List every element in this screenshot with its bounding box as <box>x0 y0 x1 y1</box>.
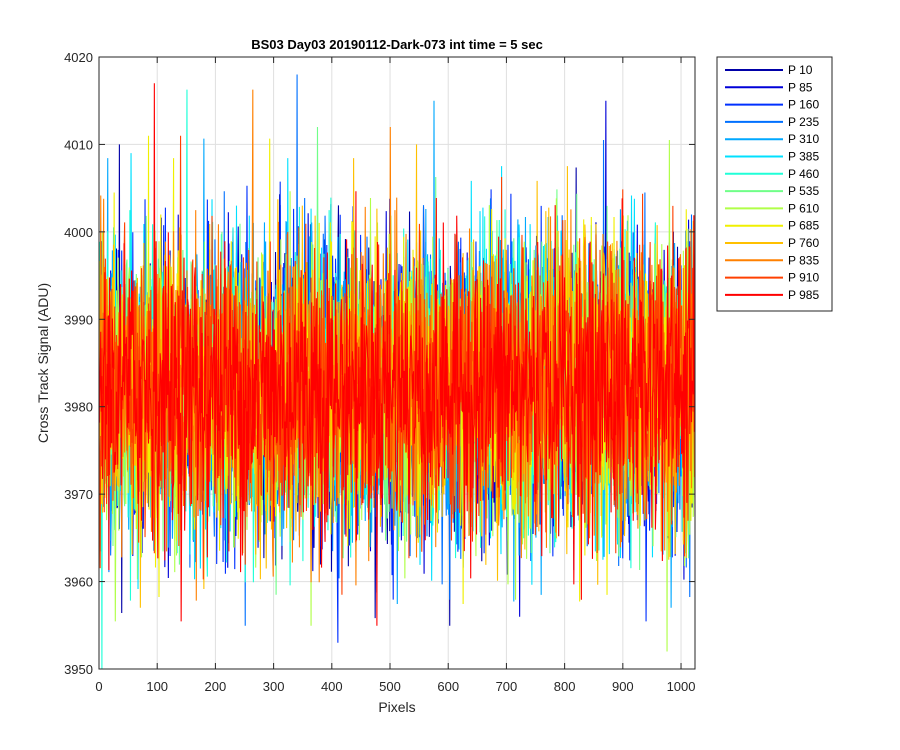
legend-entry-label: P 910 <box>788 271 819 285</box>
legend-entry-label: P 535 <box>788 184 819 198</box>
y-tick-label: 4000 <box>64 225 93 240</box>
y-tick-label: 3970 <box>64 487 93 502</box>
x-tick-label: 100 <box>146 679 168 694</box>
legend-entry-label: P 235 <box>788 115 819 129</box>
y-tick-label: 3950 <box>64 662 93 677</box>
legend-entry-label: P 160 <box>788 98 819 112</box>
legend-entry-label: P 685 <box>788 219 819 233</box>
legend-entry-label: P 610 <box>788 201 819 215</box>
legend: P 10 P 85 P 160 P 235 P 310 P 385 P 460 P 535 P … <box>716 56 833 312</box>
y-tick-label: 3990 <box>64 312 93 327</box>
x-tick-label: 200 <box>205 679 227 694</box>
legend-entry-label: P 985 <box>788 288 819 302</box>
x-tick-label: 900 <box>612 679 634 694</box>
y-axis-label: Cross Track Signal (ADU) <box>35 283 51 443</box>
legend-entry-label: P 10 <box>788 63 813 77</box>
x-tick-label: 800 <box>554 679 576 694</box>
plot-frame <box>98 56 696 670</box>
x-tick-label: 1000 <box>667 679 696 694</box>
legend-entry-label: P 310 <box>788 132 819 146</box>
x-tick-label: 300 <box>263 679 285 694</box>
x-tick-label: 600 <box>437 679 459 694</box>
x-axis: 0 100 200 300 400 500 600 700 800 900 1000 <box>95 57 695 694</box>
legend-box <box>716 56 833 312</box>
legend-entry-label: P 835 <box>788 253 819 267</box>
chart-title: BS03 Day03 20190112-Dark-073 int time = … <box>251 37 543 52</box>
y-tick-label: 3960 <box>64 575 93 590</box>
x-tick-label: 400 <box>321 679 343 694</box>
y-tick-label: 3980 <box>64 400 93 415</box>
legend-entry-label: P 460 <box>788 167 819 181</box>
y-tick-label: 4020 <box>64 50 93 65</box>
x-tick-label: 0 <box>95 679 102 694</box>
legend-entry-label: P 760 <box>788 236 819 250</box>
y-axis: 3950 3960 3970 3980 3990 4000 4010 4020 <box>64 50 695 677</box>
series-line-p985 <box>99 83 695 626</box>
series-layer <box>99 74 695 669</box>
x-axis-label: Pixels <box>378 699 415 715</box>
legend-entry-label: P 385 <box>788 150 819 164</box>
x-tick-label: 700 <box>496 679 518 694</box>
series-line-p835 <box>99 89 695 601</box>
legend-entry-label: P 85 <box>788 80 813 94</box>
x-tick-label: 500 <box>379 679 401 694</box>
y-tick-label: 4010 <box>64 137 93 152</box>
